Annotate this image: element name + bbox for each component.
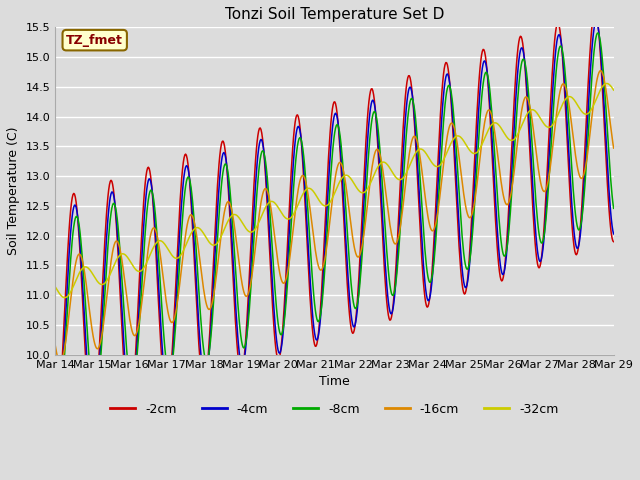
-2cm [119,340,127,346]
-2cm [175,210,183,216]
-32cm [403,168,411,174]
-32cm [62,295,70,300]
-16cm [120,268,127,274]
-16cm [596,68,604,73]
Line: -32cm: -32cm [55,84,614,298]
-16cm [206,306,214,312]
-32cm [120,251,127,257]
-32cm [51,284,59,289]
Line: -2cm: -2cm [55,10,614,438]
-4cm [51,428,59,433]
-8cm [206,345,214,351]
-8cm [62,330,70,336]
-8cm [54,410,61,416]
-16cm [177,277,184,283]
Title: Tonzi Soil Temperature Set D: Tonzi Soil Temperature Set D [225,7,444,22]
-2cm [419,267,426,273]
-4cm [403,98,411,104]
-8cm [51,402,59,408]
-8cm [610,205,618,211]
-8cm [120,300,127,306]
-32cm [419,147,427,153]
Line: -8cm: -8cm [55,33,614,413]
Line: -4cm: -4cm [55,22,614,432]
-32cm [610,87,618,93]
Y-axis label: Soil Temperature (C): Soil Temperature (C) [7,127,20,255]
Text: TZ_fmet: TZ_fmet [67,34,123,47]
-2cm [591,7,599,13]
-4cm [206,344,214,349]
-2cm [403,85,410,91]
-16cm [610,145,618,151]
-32cm [603,81,611,86]
-4cm [419,260,427,265]
-16cm [57,359,65,365]
X-axis label: Time: Time [319,375,349,388]
Line: -16cm: -16cm [55,71,614,362]
-8cm [403,123,411,129]
-8cm [419,226,427,231]
-32cm [61,295,68,300]
-32cm [177,253,184,259]
-4cm [52,429,60,435]
-2cm [205,343,212,349]
-16cm [62,336,70,342]
-4cm [62,306,70,312]
-16cm [403,168,411,174]
-16cm [51,342,59,348]
-8cm [595,30,602,36]
-2cm [610,239,618,244]
-2cm [61,297,69,302]
-8cm [177,250,184,256]
-16cm [419,179,427,185]
-2cm [51,435,59,441]
-4cm [177,222,184,228]
-4cm [610,231,618,237]
-4cm [120,334,127,340]
Legend: -2cm, -4cm, -8cm, -16cm, -32cm: -2cm, -4cm, -8cm, -16cm, -32cm [105,397,564,420]
-4cm [593,19,600,24]
-32cm [206,240,214,246]
